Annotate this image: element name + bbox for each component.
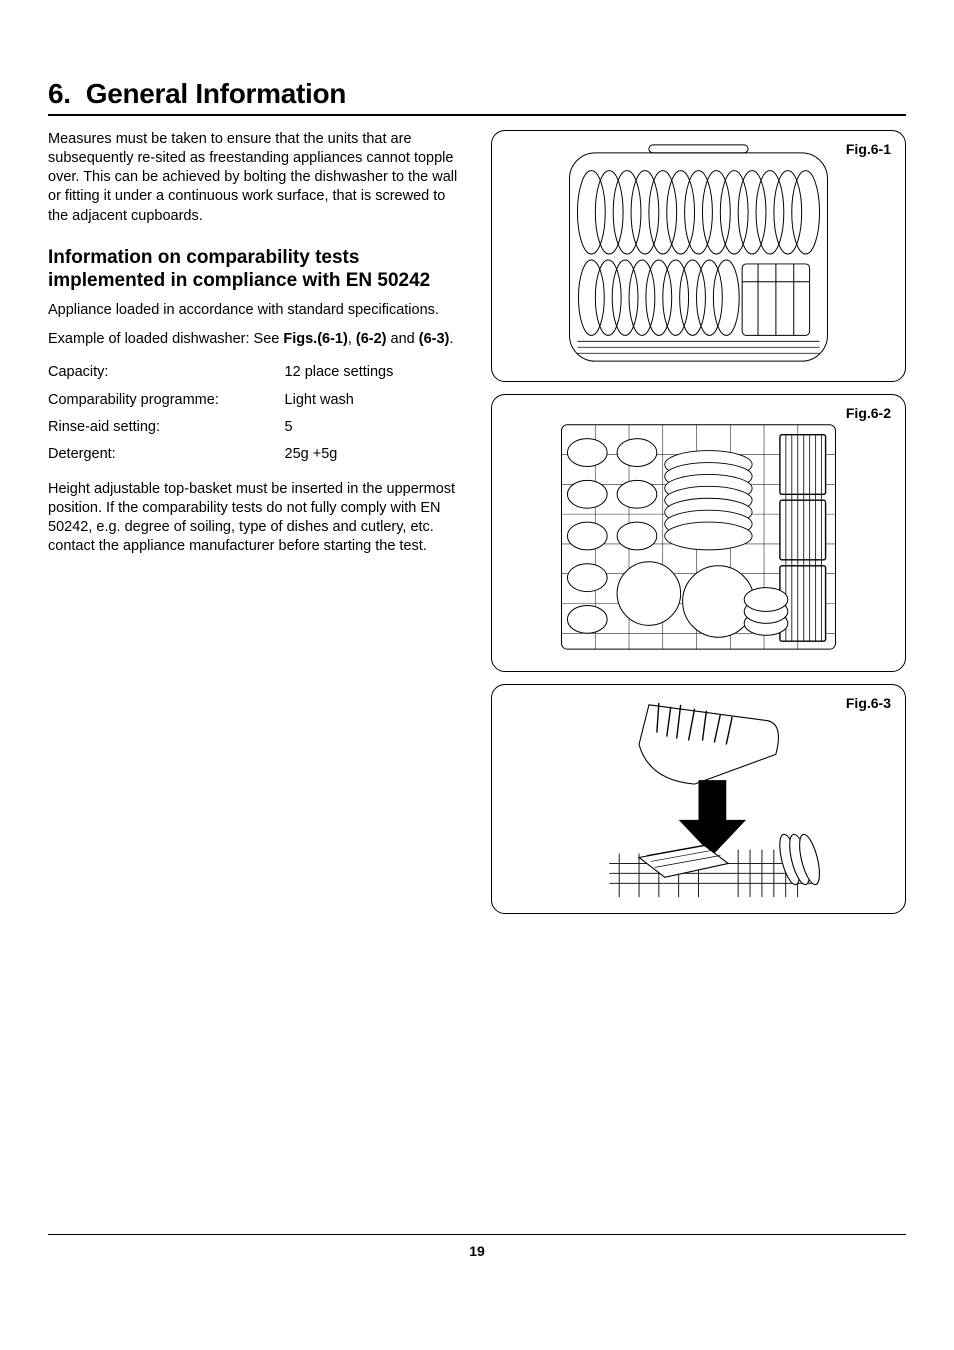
two-column-layout: Measures must be taken to ensure that th… <box>48 130 906 914</box>
example-sep1: , <box>348 331 356 347</box>
figure-6-1: Fig.6-1 <box>491 130 906 382</box>
spec-label: Comparability programme: <box>48 387 285 414</box>
page-footer: 19 <box>48 1234 906 1259</box>
fig-ref-6-3: (6-3) <box>419 331 450 347</box>
right-column: Fig.6-1 <box>491 130 906 914</box>
figure-label: Fig.6-2 <box>846 405 891 421</box>
table-row: Comparability programme: Light wash <box>48 387 463 414</box>
table-row: Capacity: 12 place settings <box>48 359 463 386</box>
table-row: Rinse-aid setting: 5 <box>48 414 463 441</box>
spec-label: Capacity: <box>48 359 285 386</box>
spec-value: Light wash <box>285 387 463 414</box>
paragraph-example: Example of loaded dishwasher: See Figs.(… <box>48 330 463 349</box>
subheading-comparability: Information on comparability tests imple… <box>48 246 463 294</box>
paragraph-specs: Appliance loaded in accordance with stan… <box>48 301 463 320</box>
spec-value: 25g +5g <box>285 441 463 468</box>
dishrack-lower-icon <box>492 395 905 671</box>
dishrack-upper-icon <box>492 131 905 381</box>
table-row: Detergent: 25g +5g <box>48 441 463 468</box>
fig-ref-6-2: (6-2) <box>356 331 387 347</box>
figure-6-2: Fig.6-2 <box>491 394 906 672</box>
example-pre: Example of loaded dishwasher: See <box>48 331 283 347</box>
page-number: 19 <box>469 1243 485 1259</box>
fig-ref-6-1: Figs.(6-1) <box>283 331 347 347</box>
section-number: 6. <box>48 78 71 109</box>
closing-paragraph: Height adjustable top-basket must be ins… <box>48 480 463 557</box>
spec-label: Rinse-aid setting: <box>48 414 285 441</box>
spec-value: 5 <box>285 414 463 441</box>
example-post: . <box>449 331 453 347</box>
intro-paragraph: Measures must be taken to ensure that th… <box>48 130 463 226</box>
figure-label: Fig.6-1 <box>846 141 891 157</box>
example-sep2: and <box>387 331 419 347</box>
figure-6-3: Fig.6-3 <box>491 684 906 914</box>
left-column: Measures must be taken to ensure that th… <box>48 130 463 914</box>
section-title-text: General Information <box>86 78 346 109</box>
cutlery-basket-insert-icon <box>492 685 905 913</box>
spec-value: 12 place settings <box>285 359 463 386</box>
figure-label: Fig.6-3 <box>846 695 891 711</box>
spec-label: Detergent: <box>48 441 285 468</box>
spec-table: Capacity: 12 place settings Comparabilit… <box>48 359 463 468</box>
section-heading: 6. General Information <box>48 78 906 116</box>
